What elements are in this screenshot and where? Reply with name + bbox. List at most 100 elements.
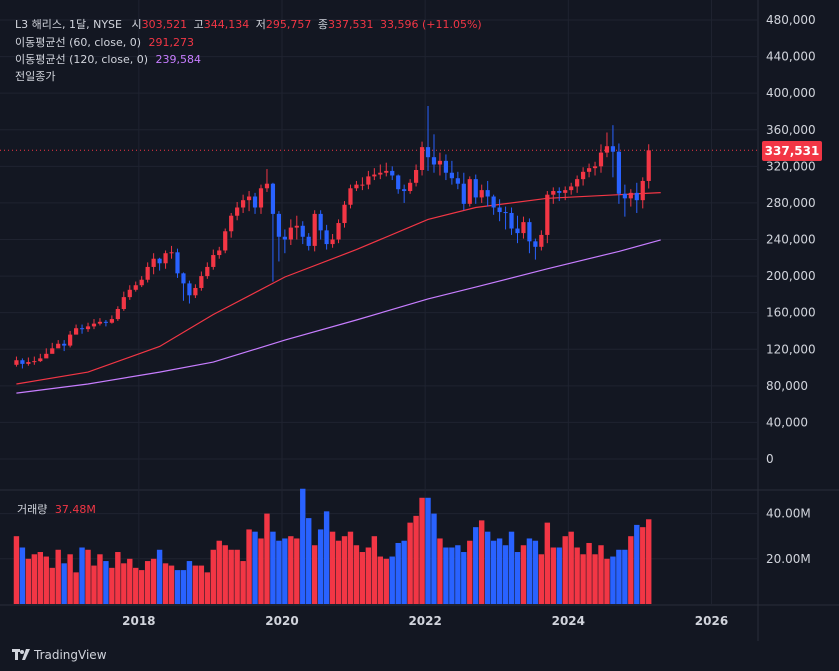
price-tick-label: 400,000 [766,86,816,100]
volume-bar [455,545,461,604]
volume-bar [514,552,521,604]
volume-bar [13,536,20,604]
ma120-value: 239,584 [155,53,202,66]
candle-body [300,225,305,237]
candle-body [115,309,120,320]
volume-bar [264,513,270,604]
candle-body [193,287,198,296]
volume-bar [622,549,628,604]
candle-body [628,192,633,199]
candle-body [306,236,311,246]
price-tick-label: 0 [766,452,774,466]
volume-bar [550,547,556,604]
candle-body [151,258,156,267]
volume-bar [329,531,336,604]
candle-body [360,184,365,186]
candle-body [461,183,466,204]
volume-bar [91,565,97,604]
volume-bar [228,549,234,604]
volume-tick-label: 40.00M [766,507,811,521]
volume-bar [371,536,378,604]
candle-body [402,189,407,192]
candle-body [103,321,109,323]
brand-label: TradingView [34,648,107,662]
candle-body [491,196,496,208]
candle-body [384,170,389,173]
candle-body [485,190,490,197]
candle-body [557,191,562,193]
low-value: 295,757 [265,18,312,31]
volume-bar [246,529,252,604]
volume-bar [598,545,604,604]
ma60-legend[interactable]: 이동평균선 (60, close, 0) 291,273 [15,35,194,51]
volume-bar [473,527,479,604]
candle-body [634,192,639,201]
candle-body [509,212,514,229]
volume-bar [317,529,324,604]
candle-body [598,152,604,167]
candle-body [473,179,478,198]
volume-bar [544,522,551,604]
candle-body [32,361,37,363]
candle-body [610,146,616,152]
volume-bar [31,554,38,604]
candle-body [437,160,443,165]
close-value: 337,531 [327,18,374,31]
volume-bar [49,567,55,604]
volume-bar [484,531,491,604]
ma120-label: 이동평균선 (120, close, 0) [15,53,148,66]
volume-bar [490,540,497,604]
price-tick-label: 80,000 [766,379,808,393]
prev-close-legend[interactable]: 전일종가 [15,69,55,85]
candle-body [145,266,150,280]
volume-bar [150,558,157,604]
candle-body [235,207,240,216]
tradingview-icon [12,649,30,660]
volume-bar [25,558,32,604]
volume-bar [37,552,44,604]
last-price-tag: 337,531 [762,141,822,161]
ma60-line [16,192,661,385]
volume-bar [258,538,264,604]
volume-bar [55,549,61,604]
volume-bar [252,531,258,604]
volume-bar [359,552,366,604]
price-tick-label: 440,000 [766,50,816,64]
volume-bar [461,552,467,604]
candle-body [276,213,281,237]
candle-body [539,234,544,247]
change-value: 33,596 (+11.05%) [379,18,482,31]
volume-bar [568,531,574,604]
volume-bar [222,545,228,604]
volume-bar [43,556,49,604]
volume-bar [526,538,533,604]
volume-bar [240,561,246,604]
volume-bar [216,540,222,604]
volume-tick-label: 20.00M [766,552,811,566]
volume-bar [139,570,145,604]
candle-body [169,252,174,254]
volume-bar [288,536,294,604]
volume-bar [180,570,187,604]
candle-body [157,258,162,264]
open-label: 시 [131,18,142,31]
volume-bar [204,572,211,604]
candle-body [443,160,449,173]
price-chart[interactable]: 0 40,000 80,000 120,000 160,000 200,000 240,00… [0,0,839,641]
candle-body [592,166,598,169]
ma120-legend[interactable]: 이동평균선 (120, close, 0) 239,584 [15,52,201,68]
candle-body [62,343,67,346]
tradingview-logo[interactable]: TradingView [12,648,107,662]
candle-body [330,239,335,245]
candle-body [604,146,610,153]
volume-bar [389,556,395,604]
volume-bar [198,565,205,604]
candle-body [241,200,246,208]
volume-bar [616,549,622,604]
candle-body [467,179,472,204]
volume-bar [121,563,127,604]
volume-bar [407,522,413,604]
volume-legend[interactable]: 거래량 37.48M [17,501,96,517]
time-tick-label: 2020 [265,614,298,628]
volume-bar [335,540,342,604]
